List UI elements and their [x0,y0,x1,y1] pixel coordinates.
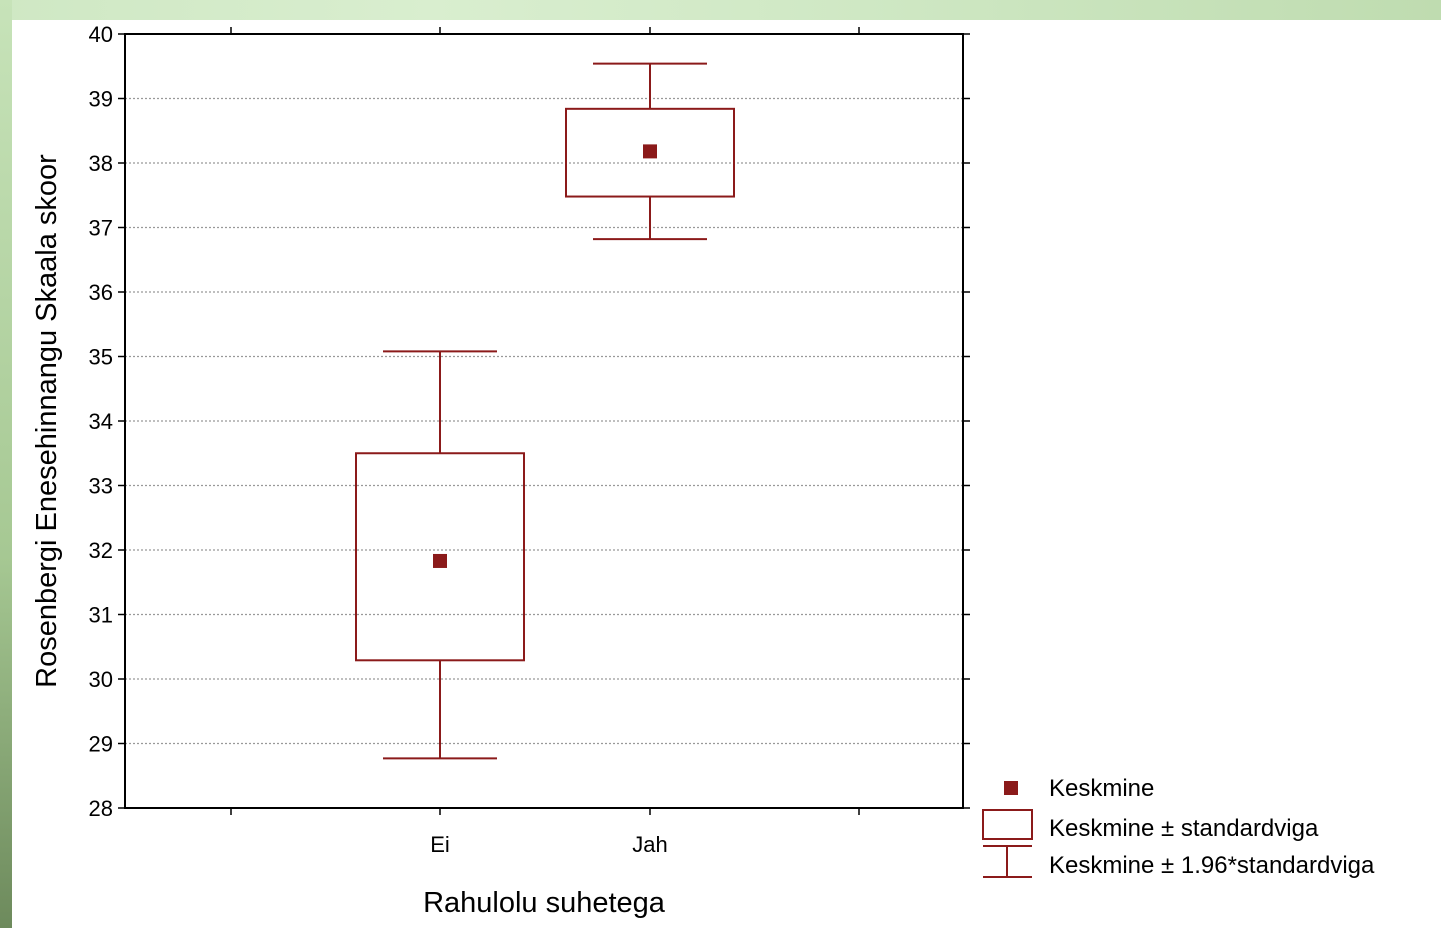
top-decoration-strip [0,0,1441,20]
se-box [355,452,525,662]
y-tick-label: 32 [89,538,113,563]
legend-mean-marker [1004,781,1018,795]
mean-marker [643,144,657,159]
chart-panel [12,20,1441,928]
plot-frame [124,33,964,809]
legend-label-whisker: Keskmine ± 1.96*standardviga [1049,852,1375,879]
x-tick-label: Ei [430,832,450,857]
y-tick-label: 40 [89,22,113,47]
legend-whisker-marker [983,845,1032,878]
y-axis-label: Rosenbergi Enesehinnangu Skaala skoor [31,154,63,688]
y-tick-label: 36 [89,280,113,305]
y-tick-label: 37 [89,216,113,241]
y-axis-ticks: 28 29 30 31 32 33 34 35 36 37 38 39 40 [89,22,970,821]
series-marks [355,62,735,760]
box-group-ei [355,350,525,760]
se-box [565,107,735,198]
mean-marker [433,553,447,568]
y-tick-label: 34 [89,409,113,434]
y-tick-label: 31 [89,603,113,628]
y-tick-label: 30 [89,667,113,692]
y-tick-label: 39 [89,87,113,112]
y-tick-label: 29 [89,732,113,757]
box-group-jah [565,62,735,241]
x-tick-label: Jah [632,832,667,857]
x-axis-ticks: Ei Jah [230,27,860,857]
left-decoration-strip [0,0,12,928]
legend: Keskmine Keskmine ± standardviga Keskmin… [982,775,1375,879]
y-tick-label: 33 [89,474,113,499]
legend-label-mean: Keskmine [1049,775,1154,802]
legend-label-box: Keskmine ± standardviga [1049,815,1319,842]
y-tick-label: 35 [89,345,113,370]
y-tick-label: 28 [89,796,113,821]
y-tick-label: 38 [89,151,113,176]
legend-box-marker [982,809,1033,840]
grid-lines [125,97,963,745]
x-axis-label: Rahulolu suhetega [423,887,666,919]
